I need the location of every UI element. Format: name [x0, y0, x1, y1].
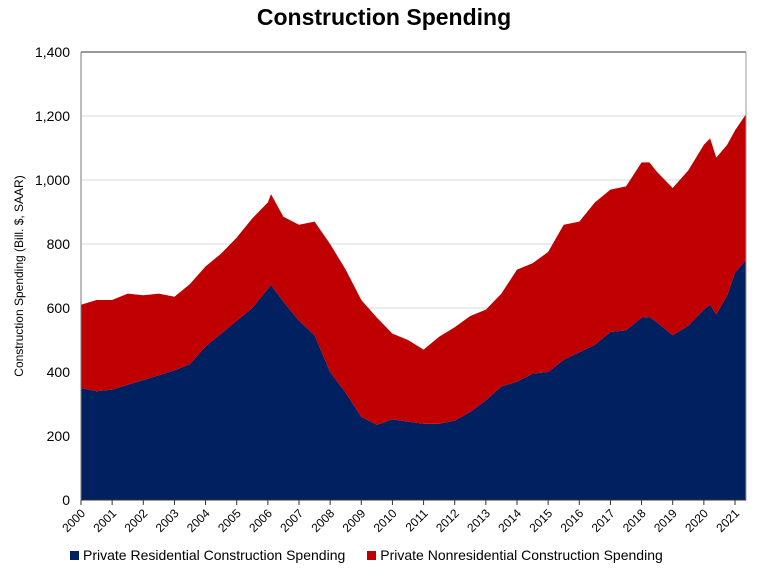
- legend: Private Residential Construction Spendin…: [70, 547, 663, 563]
- x-tick-label: 2014: [495, 506, 524, 535]
- x-tick-label: 2017: [589, 506, 618, 535]
- x-tick-label: 2004: [184, 506, 213, 535]
- x-tick-label: 2010: [371, 506, 400, 535]
- x-tick-label: 2015: [526, 506, 555, 535]
- x-tick-label: 2019: [651, 506, 680, 535]
- x-tick-label: 2016: [558, 506, 587, 535]
- x-tick-label: 2007: [277, 506, 306, 535]
- x-tick-label: 2000: [59, 506, 88, 535]
- x-tick-label: 2003: [153, 506, 182, 535]
- y-tick-label: 1,000: [35, 172, 70, 188]
- x-tick-label: 2012: [433, 506, 462, 535]
- x-tick-label: 2009: [340, 506, 369, 535]
- plot-frame: [80, 51, 747, 501]
- x-tick-label: 2008: [308, 506, 337, 535]
- y-tick-label: 400: [47, 364, 71, 380]
- x-tick-label: 2002: [122, 506, 151, 535]
- y-tick-label: 1,400: [35, 44, 70, 60]
- y-axis-label: Construction Spending (Bill. $, SAAR): [12, 175, 26, 376]
- y-tick-label: 600: [47, 300, 71, 316]
- legend-item-nonresidential: Private Nonresidential Construction Spen…: [367, 547, 663, 563]
- y-tick-label: 200: [47, 428, 71, 444]
- x-tick-label: 2021: [713, 506, 742, 535]
- area-series-residential: [81, 260, 746, 500]
- x-tick-label: 2020: [682, 506, 711, 535]
- area-series-nonresidential: [81, 114, 746, 425]
- legend-label-nonresidential: Private Nonresidential Construction Spen…: [380, 547, 663, 563]
- legend-label-residential: Private Residential Construction Spendin…: [83, 547, 346, 563]
- legend-swatch-nonresidential: [367, 550, 377, 560]
- x-tick-label: 2006: [246, 506, 275, 535]
- x-tick-label: 2013: [464, 506, 493, 535]
- plot-areas: [81, 114, 746, 500]
- y-tick-label: 1,200: [35, 108, 70, 124]
- y-tick-label: 0: [62, 492, 70, 508]
- legend-swatch-residential: [70, 550, 79, 560]
- chart-title: Construction Spending: [256, 4, 512, 30]
- x-axis: 2000 2001 2002 2003 2004 2005 2006 2007 2008 2009…: [59, 500, 742, 535]
- y-axis: 0 200 400 600 800 1,000 1,200 1,400: [35, 44, 70, 508]
- y-tick-label: 800: [47, 236, 71, 252]
- legend-item-residential: Private Residential Construction Spendin…: [70, 547, 345, 563]
- x-tick-label: 2001: [90, 506, 119, 535]
- x-tick-label: 2005: [215, 506, 244, 535]
- x-tick-label: 2011: [403, 506, 431, 534]
- x-tick-label: 2018: [620, 506, 649, 535]
